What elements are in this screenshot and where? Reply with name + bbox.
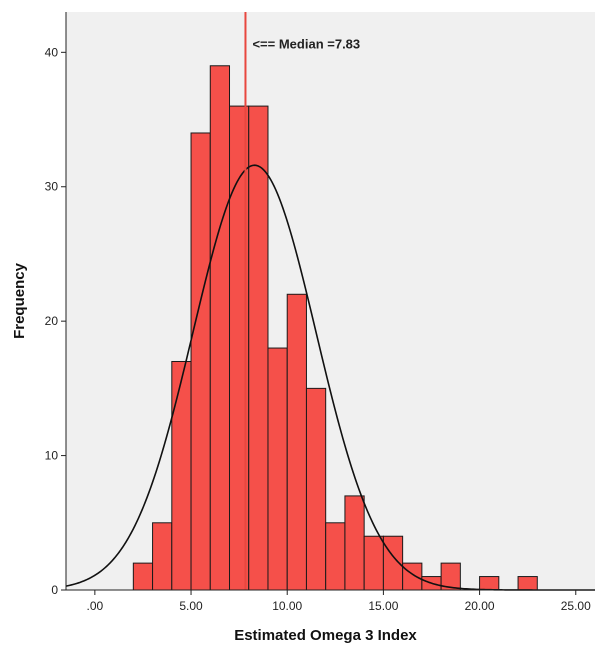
x-tick-label: 5.00 (179, 599, 203, 613)
y-axis-title: Frequency (11, 262, 28, 339)
histogram-bar (209, 65, 231, 591)
histogram-bar (517, 576, 538, 591)
y-tick-label: 0 (51, 583, 58, 597)
histogram-bar (479, 576, 500, 591)
x-axis: .00 5.00 10.00 15.00 20.00 25.00 (66, 589, 595, 613)
histogram-bars (132, 65, 538, 591)
histogram-bar (286, 293, 307, 591)
histogram-bar (402, 562, 423, 591)
x-tick-label: .00 (87, 599, 104, 613)
y-tick-label: 30 (45, 180, 59, 194)
y-tick-label: 40 (45, 45, 59, 59)
histogram-bar (344, 495, 365, 591)
histogram-bar (325, 522, 346, 591)
median-annotation: <== Median =7.83 (252, 36, 360, 51)
histogram-bar (152, 522, 173, 591)
histogram-bar (190, 132, 211, 591)
y-tick-label: 10 (45, 449, 59, 463)
x-tick-label: 15.00 (368, 599, 398, 613)
histogram-bar (248, 105, 269, 591)
x-tick-label: 10.00 (272, 599, 302, 613)
histogram-bar (132, 562, 154, 591)
histogram-bar (171, 360, 192, 591)
x-tick-label: 20.00 (465, 599, 495, 613)
y-tick-label: 20 (45, 314, 59, 328)
x-tick-label: 25.00 (561, 599, 591, 613)
histogram-bar (305, 387, 327, 591)
y-axis: 0 10 20 30 40 (45, 12, 67, 597)
x-axis-title: Estimated Omega 3 Index (234, 627, 417, 644)
histogram-bar (363, 535, 384, 591)
plot-area (66, 12, 595, 590)
histogram-bar (267, 347, 288, 591)
